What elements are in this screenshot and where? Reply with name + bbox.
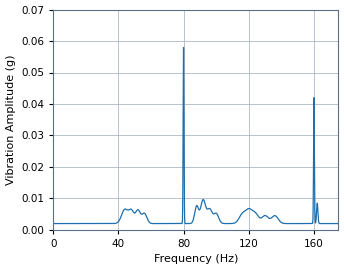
X-axis label: Frequency (Hz): Frequency (Hz) [154, 254, 238, 264]
Y-axis label: Vibration Amplitude (g): Vibration Amplitude (g) [6, 55, 15, 185]
